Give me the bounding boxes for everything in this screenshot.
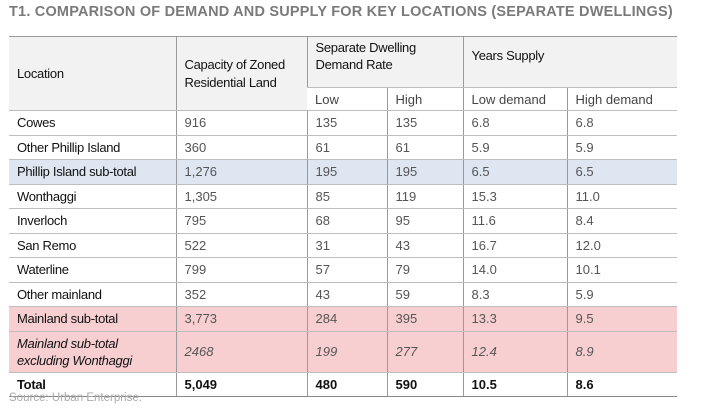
row-label: Other Phillip Island [9,135,176,160]
cell-value: 12.4 [462,331,568,373]
cell-value: 68 [306,208,387,234]
table-row: San Remo 522 31 43 16.7 12.0 [9,233,678,258]
table-row: Inverloch 795 68 95 11.6 8.4 [9,208,678,234]
cell-value: 119 [386,184,464,209]
row-label: Other mainland [9,282,176,307]
cell-value: 8.4 [566,208,678,234]
cell-value: 57 [306,257,387,283]
header-capacity: Capacity of Zoned Residential Land [175,36,307,111]
table-row: Waterline 799 57 79 14.0 10.1 [9,257,678,283]
header-high-demand: High demand [566,87,678,111]
table-row: Wonthaggi 1,305 85 119 15.3 11.0 [9,184,678,209]
cell-value: 95 [386,208,464,234]
cell-value: 195 [306,159,387,185]
header-demand-rate: Separate Dwelling Demand Rate [306,36,464,88]
cell-value: 2468 [175,331,307,373]
cell-value: 13.3 [462,306,568,332]
cell-value: 3,773 [175,306,307,332]
cell-value: 195 [386,159,464,185]
cell-value: 135 [386,110,464,136]
cell-value: 9.5 [566,306,678,332]
cell-value: 352 [175,282,307,307]
cell-value: 5.9 [566,282,678,307]
cell-value: 59 [386,282,464,307]
cell-value: 11.0 [566,184,678,209]
cell-value: 284 [306,306,387,332]
row-label: Inverloch [9,208,176,234]
cell-value: 14.0 [462,257,568,283]
cell-value: 43 [386,233,464,258]
cell-value: 16.7 [462,233,568,258]
cell-value: 61 [306,135,387,160]
header-low-demand: Low demand [462,87,568,111]
cell-value: 61 [386,135,464,160]
row-label: Mainland sub-total [9,306,176,332]
cell-value: 10.5 [462,372,568,397]
row-label: Total [9,372,176,397]
cell-value: 5,049 [175,372,307,397]
cell-value: 1,276 [175,159,307,185]
cell-value: 199 [306,331,387,373]
row-label: Waterline [9,257,176,283]
cell-value: 6.5 [462,159,568,185]
cell-value: 277 [386,331,464,373]
cell-value: 85 [306,184,387,209]
cell-value: 5.9 [566,135,678,160]
cell-value: 10.1 [566,257,678,283]
cell-value: 1,305 [175,184,307,209]
header-high: High [386,87,464,111]
cell-value: 135 [306,110,387,136]
cell-value: 916 [175,110,307,136]
table-row: Phillip Island sub-total 1,276 195 195 6.5 6.… [9,159,678,185]
demand-supply-table: Location Capacity of Zoned Residential L… [9,36,678,397]
table-row: Mainland sub-total excluding Wonthaggi 24… [9,331,678,373]
cell-value: 522 [175,233,307,258]
header-location: Location [9,36,176,111]
cell-value: 395 [386,306,464,332]
cell-value: 6.5 [566,159,678,185]
header-years-supply: Years Supply [462,36,678,88]
cell-value: 590 [386,372,464,397]
row-label: Phillip Island sub-total [9,159,176,185]
row-label: San Remo [9,233,176,258]
row-label: Wonthaggi [9,184,176,209]
table-row: Cowes 916 135 135 6.8 6.8 [9,110,678,136]
row-label: Cowes [9,110,176,136]
cell-value: 31 [306,233,387,258]
cell-value: 795 [175,208,307,234]
table-title: T1. COMPARISON OF DEMAND AND SUPPLY FOR … [9,4,673,20]
table-row: Other mainland 352 43 59 8.3 5.9 [9,282,678,307]
cell-value: 6.8 [462,110,568,136]
cell-value: 12.0 [566,233,678,258]
cell-value: 480 [306,372,387,397]
cell-value: 8.3 [462,282,568,307]
cell-value: 5.9 [462,135,568,160]
table-row: Total 5,049 480 590 10.5 8.6 [9,372,678,397]
cell-value: 8.6 [566,372,678,397]
cell-value: 799 [175,257,307,283]
source-note: Source: Urban Enterprise. [9,392,142,404]
header-low: Low [307,87,387,111]
table-row: Mainland sub-total 3,773 284 395 13.3 9.5 [9,306,678,332]
table-row: Other Phillip Island 360 61 61 5.9 5.9 [9,135,678,160]
cell-value: 43 [306,282,387,307]
cell-value: 79 [386,257,464,283]
cell-value: 360 [175,135,307,160]
cell-value: 8.9 [566,331,678,373]
row-label: Mainland sub-total excluding Wonthaggi [9,331,176,373]
cell-value: 11.6 [462,208,568,234]
cell-value: 15.3 [462,184,568,209]
cell-value: 6.8 [566,110,678,136]
